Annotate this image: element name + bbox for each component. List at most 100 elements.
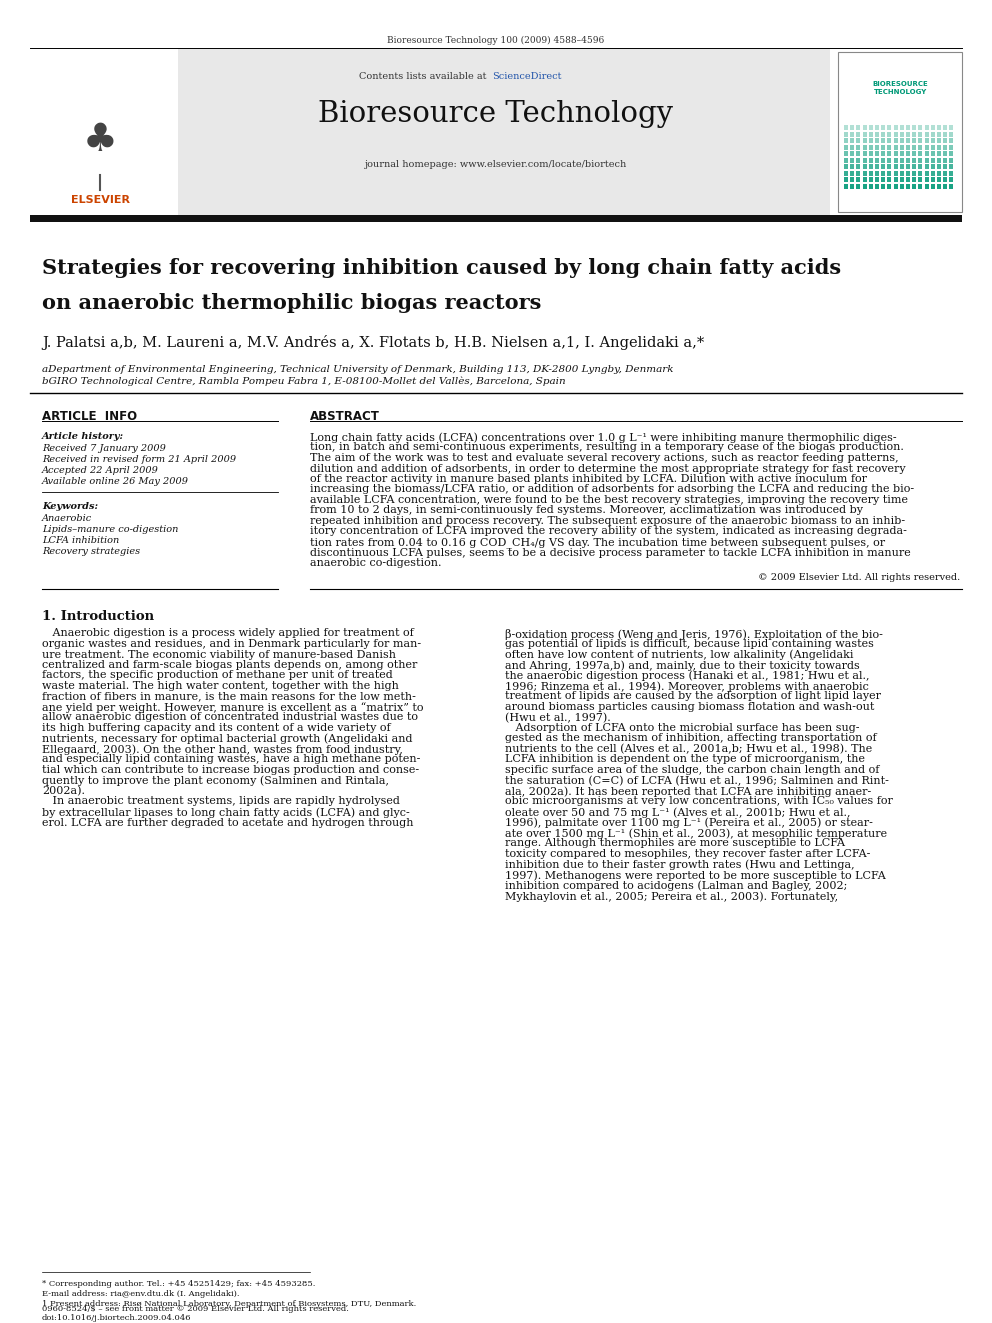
Bar <box>869 164 873 169</box>
Bar <box>869 124 873 130</box>
Bar <box>844 144 848 149</box>
Bar <box>863 171 867 176</box>
Bar <box>919 171 923 176</box>
Bar <box>913 164 917 169</box>
Bar <box>925 138 929 143</box>
Bar <box>863 184 867 188</box>
Bar <box>888 157 892 163</box>
Text: tial which can contribute to increase biogas production and conse-: tial which can contribute to increase bi… <box>42 765 420 775</box>
Bar <box>850 124 854 130</box>
Text: Lipids–manure co-digestion: Lipids–manure co-digestion <box>42 525 179 534</box>
Bar <box>943 151 947 156</box>
Bar <box>937 124 941 130</box>
Text: from 10 to 2 days, in semi-continuously fed systems. Moreover, acclimatization w: from 10 to 2 days, in semi-continuously … <box>310 505 863 516</box>
Bar <box>919 144 923 149</box>
Text: tion, in batch and semi-continuous experiments, resulting in a temporary cease o: tion, in batch and semi-continuous exper… <box>310 442 904 452</box>
Bar <box>881 144 885 149</box>
Text: 2002a).: 2002a). <box>42 786 85 796</box>
Text: In anaerobic treatment systems, lipids are rapidly hydrolysed: In anaerobic treatment systems, lipids a… <box>42 796 400 807</box>
Bar <box>856 177 860 183</box>
Text: The aim of the work was to test and evaluate several recovery actions, such as r: The aim of the work was to test and eval… <box>310 452 899 463</box>
Bar <box>844 151 848 156</box>
Text: available LCFA concentration, were found to be the best recovery strategies, imp: available LCFA concentration, were found… <box>310 495 908 505</box>
Bar <box>925 177 929 183</box>
Bar <box>888 151 892 156</box>
Bar <box>844 157 848 163</box>
Bar <box>930 151 934 156</box>
Text: Bioresource Technology: Bioresource Technology <box>318 101 674 128</box>
Bar <box>906 184 910 188</box>
Bar <box>949 151 953 156</box>
Text: oleate over 50 and 75 mg L⁻¹ (Alves et al., 2001b; Hwu et al.,: oleate over 50 and 75 mg L⁻¹ (Alves et a… <box>505 807 850 818</box>
Bar <box>881 131 885 136</box>
Bar <box>875 171 879 176</box>
Bar <box>894 144 898 149</box>
Bar <box>881 177 885 183</box>
Bar <box>856 164 860 169</box>
Text: Ellegaard, 2003). On the other hand, wastes from food industry,: Ellegaard, 2003). On the other hand, was… <box>42 744 403 754</box>
Text: organic wastes and residues, and in Denmark particularly for man-: organic wastes and residues, and in Denm… <box>42 639 422 650</box>
Text: Available online 26 May 2009: Available online 26 May 2009 <box>42 478 189 486</box>
Bar <box>30 216 962 222</box>
Bar <box>838 52 962 212</box>
Bar <box>869 177 873 183</box>
Bar <box>930 157 934 163</box>
Text: Strategies for recovering inhibition caused by long chain fatty acids: Strategies for recovering inhibition cau… <box>42 258 841 278</box>
Bar <box>30 48 830 216</box>
Text: obic microorganisms at very low concentrations, with IC₅₀ values for: obic microorganisms at very low concentr… <box>505 796 893 807</box>
Text: ala, 2002a). It has been reported that LCFA are inhibiting anaer-: ala, 2002a). It has been reported that L… <box>505 786 871 796</box>
Bar <box>937 164 941 169</box>
Bar <box>900 184 904 188</box>
Bar <box>943 184 947 188</box>
Bar <box>937 171 941 176</box>
Text: Received 7 January 2009: Received 7 January 2009 <box>42 445 166 452</box>
Text: around biomass particles causing biomass flotation and wash-out: around biomass particles causing biomass… <box>505 703 874 712</box>
Text: LCFA inhibition is dependent on the type of microorganism, the: LCFA inhibition is dependent on the type… <box>505 754 865 765</box>
Bar <box>863 177 867 183</box>
Bar <box>949 138 953 143</box>
Bar <box>925 157 929 163</box>
Text: Mykhaylovin et al., 2005; Pereira et al., 2003). Fortunately,: Mykhaylovin et al., 2005; Pereira et al.… <box>505 890 838 901</box>
Bar <box>875 177 879 183</box>
Bar <box>894 157 898 163</box>
Bar <box>888 184 892 188</box>
Bar <box>919 177 923 183</box>
Bar <box>900 157 904 163</box>
Bar <box>930 124 934 130</box>
Bar <box>894 177 898 183</box>
Bar <box>949 177 953 183</box>
Text: (Hwu et al., 1997).: (Hwu et al., 1997). <box>505 713 611 722</box>
Bar <box>850 164 854 169</box>
Text: dilution and addition of adsorbents, in order to determine the most appropriate : dilution and addition of adsorbents, in … <box>310 463 906 474</box>
Bar <box>850 157 854 163</box>
Text: itory concentration of LCFA improved the recovery ability of the system, indicat: itory concentration of LCFA improved the… <box>310 527 907 537</box>
Text: discontinuous LCFA pulses, seems to be a decisive process parameter to tackle LC: discontinuous LCFA pulses, seems to be a… <box>310 548 911 557</box>
Bar <box>906 124 910 130</box>
Text: LCFA inhibition: LCFA inhibition <box>42 536 119 545</box>
Bar <box>925 144 929 149</box>
Text: repeated inhibition and process recovery. The subsequent exposure of the anaerob: repeated inhibition and process recovery… <box>310 516 905 527</box>
Bar <box>856 124 860 130</box>
Bar <box>856 151 860 156</box>
Bar <box>869 138 873 143</box>
Bar <box>943 124 947 130</box>
Text: inhibition due to their faster growth rates (Hwu and Lettinga,: inhibition due to their faster growth ra… <box>505 860 855 871</box>
Bar <box>881 164 885 169</box>
Bar <box>906 144 910 149</box>
Bar <box>919 124 923 130</box>
Text: Contents lists available at: Contents lists available at <box>359 71 490 81</box>
Text: Bioresource Technology 100 (2009) 4588–4596: Bioresource Technology 100 (2009) 4588–4… <box>387 36 605 45</box>
Bar <box>844 131 848 136</box>
Bar <box>919 138 923 143</box>
Bar <box>913 157 917 163</box>
Bar <box>869 144 873 149</box>
Text: 1 Present address: Risø National Laboratory, Department of Biosystems, DTU, Denm: 1 Present address: Risø National Laborat… <box>42 1301 417 1308</box>
Bar <box>869 131 873 136</box>
Bar <box>869 184 873 188</box>
Text: Adsorption of LCFA onto the microbial surface has been sug-: Adsorption of LCFA onto the microbial su… <box>505 722 859 733</box>
Bar <box>900 171 904 176</box>
Bar <box>881 124 885 130</box>
Text: Anaerobic: Anaerobic <box>42 515 92 523</box>
Bar <box>863 151 867 156</box>
Bar <box>943 164 947 169</box>
